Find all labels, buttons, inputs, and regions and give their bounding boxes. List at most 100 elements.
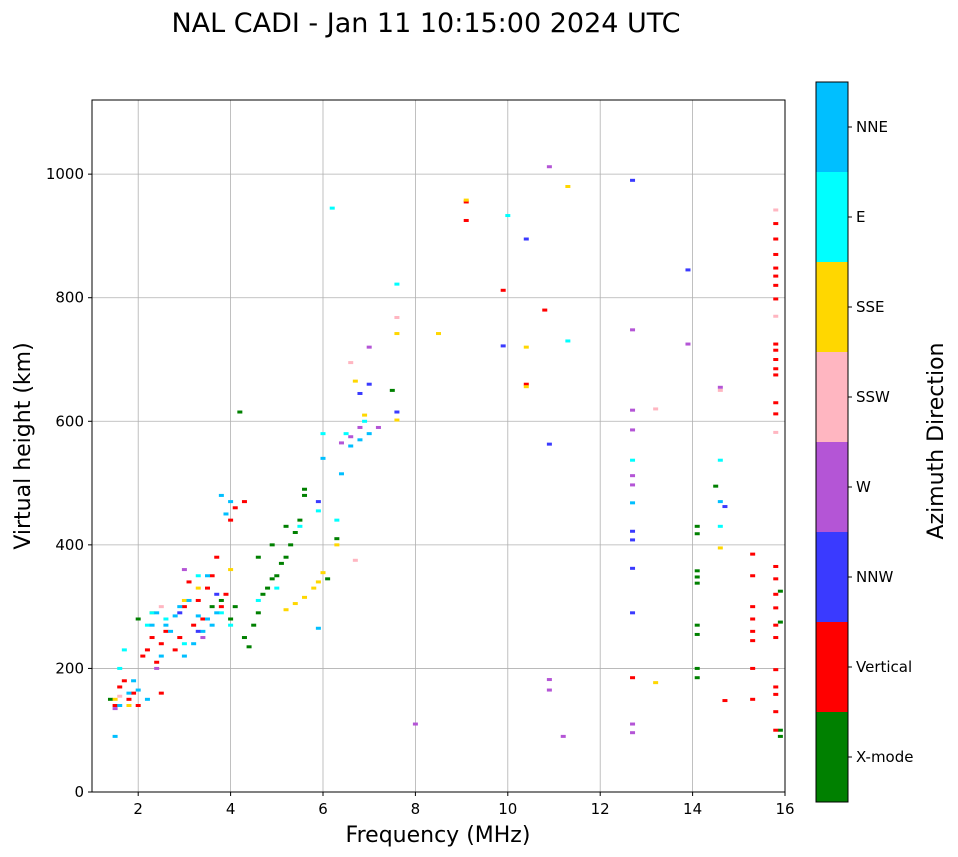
data-point <box>630 676 636 680</box>
data-point <box>177 611 183 615</box>
data-point <box>630 529 636 533</box>
data-point <box>218 605 224 609</box>
data-point <box>292 602 298 606</box>
data-point <box>200 636 206 640</box>
data-point <box>463 200 469 204</box>
data-point <box>722 505 728 509</box>
colorbar-label: W <box>856 478 871 496</box>
data-point <box>200 629 206 633</box>
data-point <box>713 484 719 488</box>
data-point <box>773 685 779 689</box>
data-point <box>565 185 571 188</box>
data-point <box>260 592 266 596</box>
data-point <box>750 617 756 621</box>
y-tick-label: 0 <box>74 783 84 801</box>
data-point <box>154 611 160 615</box>
data-point <box>228 568 234 572</box>
data-point <box>546 165 552 169</box>
data-point <box>228 617 234 621</box>
data-point <box>186 580 192 584</box>
series-nne <box>112 432 723 738</box>
data-point <box>209 623 215 627</box>
data-point <box>241 636 247 640</box>
data-point <box>195 598 201 602</box>
data-point <box>144 648 150 652</box>
data-point <box>348 435 354 439</box>
data-point <box>228 623 234 627</box>
data-point <box>750 605 756 609</box>
data-point <box>717 500 723 504</box>
data-point <box>334 543 340 547</box>
data-point <box>694 524 700 528</box>
data-point <box>191 642 197 646</box>
data-point <box>214 611 220 615</box>
data-point <box>694 575 700 579</box>
data-point <box>246 645 252 649</box>
data-point <box>121 679 127 683</box>
data-point <box>630 501 636 505</box>
colorbar-segment <box>816 262 848 352</box>
data-point <box>773 252 779 256</box>
data-point <box>107 697 113 701</box>
colorbar-label: E <box>856 208 865 226</box>
series-w <box>112 165 723 738</box>
data-point <box>338 441 344 445</box>
data-point <box>463 198 469 202</box>
data-point <box>685 342 691 346</box>
x-tick-label: 12 <box>591 800 610 818</box>
data-point <box>750 552 756 556</box>
data-point <box>228 500 234 504</box>
data-point <box>722 699 728 703</box>
x-tick-label: 6 <box>318 800 328 818</box>
data-point <box>653 407 659 411</box>
data-point <box>773 373 779 377</box>
data-point <box>195 629 201 633</box>
data-point <box>255 555 261 559</box>
data-point <box>694 532 700 536</box>
data-point <box>630 722 636 726</box>
data-point <box>717 385 723 389</box>
data-point <box>131 679 137 683</box>
data-point <box>394 332 400 336</box>
data-point <box>278 561 284 565</box>
data-point <box>311 586 317 590</box>
data-point <box>320 571 326 575</box>
x-tick-label: 2 <box>133 800 143 818</box>
data-point <box>218 611 224 615</box>
data-point <box>117 694 123 698</box>
data-point <box>773 577 779 581</box>
data-point <box>315 500 321 504</box>
data-point <box>274 574 280 578</box>
data-point <box>777 620 783 624</box>
data-point <box>320 456 326 460</box>
data-point <box>112 697 118 701</box>
data-point <box>773 606 779 610</box>
data-point <box>149 623 155 627</box>
data-point <box>163 623 169 627</box>
data-point <box>177 605 183 609</box>
series-x-mode <box>107 388 783 738</box>
data-point <box>653 681 659 685</box>
data-point <box>149 611 155 615</box>
data-point <box>144 697 150 701</box>
data-point <box>158 605 164 609</box>
data-point <box>177 636 183 640</box>
data-point <box>200 617 206 621</box>
data-point <box>283 608 289 612</box>
data-point <box>630 538 636 542</box>
data-point <box>773 237 779 241</box>
data-point <box>630 408 636 412</box>
colorbar-segment <box>816 352 848 442</box>
data-point <box>773 222 779 226</box>
data-point <box>773 412 779 416</box>
colorbar-segment <box>816 172 848 262</box>
colorbar-segment <box>816 622 848 712</box>
colorbar-label: NNW <box>856 568 893 586</box>
y-tick-label: 1000 <box>46 165 84 183</box>
data-point <box>500 288 506 292</box>
data-point <box>773 348 779 352</box>
data-point <box>773 710 779 714</box>
data-point <box>630 731 636 735</box>
data-point <box>181 605 187 609</box>
